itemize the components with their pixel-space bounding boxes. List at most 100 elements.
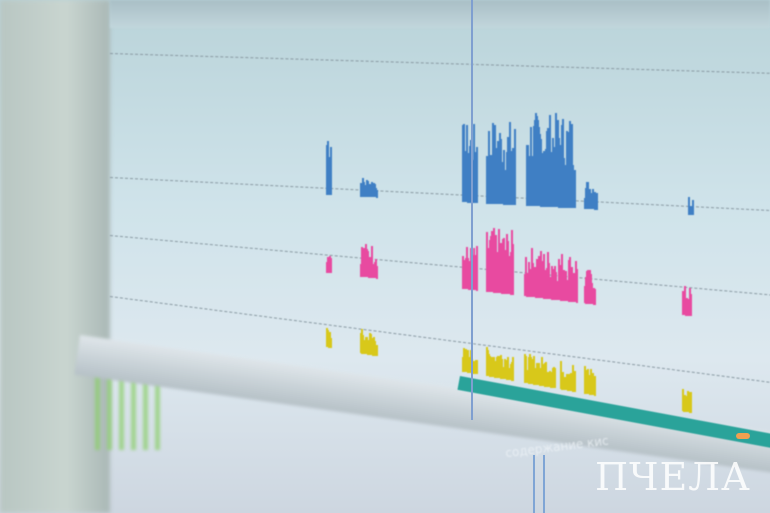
bar [690, 205, 692, 215]
bar [360, 183, 362, 197]
bar [327, 141, 329, 195]
bar [464, 262, 466, 290]
bar [530, 356, 532, 384]
bar [561, 125, 563, 208]
bar [525, 355, 527, 384]
bar [328, 335, 330, 348]
bar [691, 207, 693, 215]
bar [543, 373, 545, 387]
bar [556, 146, 558, 208]
bar [575, 261, 577, 303]
bar [537, 272, 539, 298]
bar [567, 377, 569, 391]
bar [683, 293, 685, 316]
bar [503, 149, 505, 205]
bar [683, 401, 685, 412]
bar [543, 254, 545, 299]
bar [586, 182, 588, 210]
left-panel [0, 0, 110, 513]
bar [373, 183, 375, 198]
bar [685, 299, 687, 316]
bar [360, 264, 362, 277]
bar [545, 270, 547, 299]
bar [542, 268, 544, 299]
bar [370, 263, 372, 278]
bar [565, 165, 567, 208]
bar [539, 133, 541, 207]
bar [463, 260, 465, 289]
time-cursor[interactable] [471, 0, 473, 420]
bar [544, 275, 546, 299]
bar [462, 125, 464, 203]
bar [468, 356, 470, 373]
bar [361, 329, 363, 354]
bar [509, 122, 511, 205]
bar [512, 244, 514, 295]
bar [366, 336, 368, 355]
bar [690, 293, 692, 317]
bar [544, 362, 546, 387]
bar [564, 276, 566, 302]
bar [542, 364, 544, 387]
bar [568, 134, 570, 209]
bar [536, 362, 538, 386]
bar [498, 229, 500, 294]
bar [470, 350, 472, 374]
bar [364, 339, 366, 355]
bar [682, 290, 684, 316]
bar [511, 230, 513, 295]
bar [472, 259, 474, 291]
bar [507, 357, 509, 380]
bar [566, 131, 568, 208]
bar [588, 195, 590, 210]
bar [567, 131, 569, 209]
bar [590, 369, 592, 395]
bar [500, 138, 502, 205]
bar [540, 139, 542, 207]
bar [330, 147, 332, 195]
bar [464, 168, 466, 203]
bar [524, 273, 526, 297]
bar [505, 360, 507, 380]
bar [541, 261, 543, 299]
bar [553, 269, 555, 300]
bar [570, 160, 572, 209]
bar [547, 128, 549, 207]
bar [566, 282, 568, 302]
bar [590, 273, 592, 305]
bar [531, 359, 533, 385]
bar [560, 265, 562, 301]
bar [594, 192, 596, 210]
bar [554, 168, 556, 208]
bar [572, 365, 574, 392]
bar [368, 259, 370, 278]
bar [505, 252, 507, 294]
bar [474, 151, 476, 203]
bar [556, 281, 558, 301]
bar [376, 265, 378, 279]
bar [361, 188, 363, 197]
bar [559, 268, 561, 301]
bar [329, 331, 331, 348]
bar [555, 112, 557, 208]
bar [329, 256, 331, 273]
bar [544, 160, 546, 207]
bar [504, 169, 506, 205]
bar [541, 356, 543, 386]
bar [475, 359, 477, 375]
bar [465, 151, 467, 203]
bar [503, 368, 505, 380]
row-separator [109, 235, 770, 298]
bar [494, 360, 496, 378]
bar [475, 162, 477, 203]
bar [509, 256, 511, 295]
bar [536, 115, 538, 207]
bar [533, 278, 535, 298]
bar [545, 149, 547, 207]
bar [512, 147, 514, 205]
bar [512, 357, 514, 381]
bar [531, 248, 533, 298]
bar [548, 157, 550, 207]
bar [506, 369, 508, 380]
bar [489, 355, 491, 377]
